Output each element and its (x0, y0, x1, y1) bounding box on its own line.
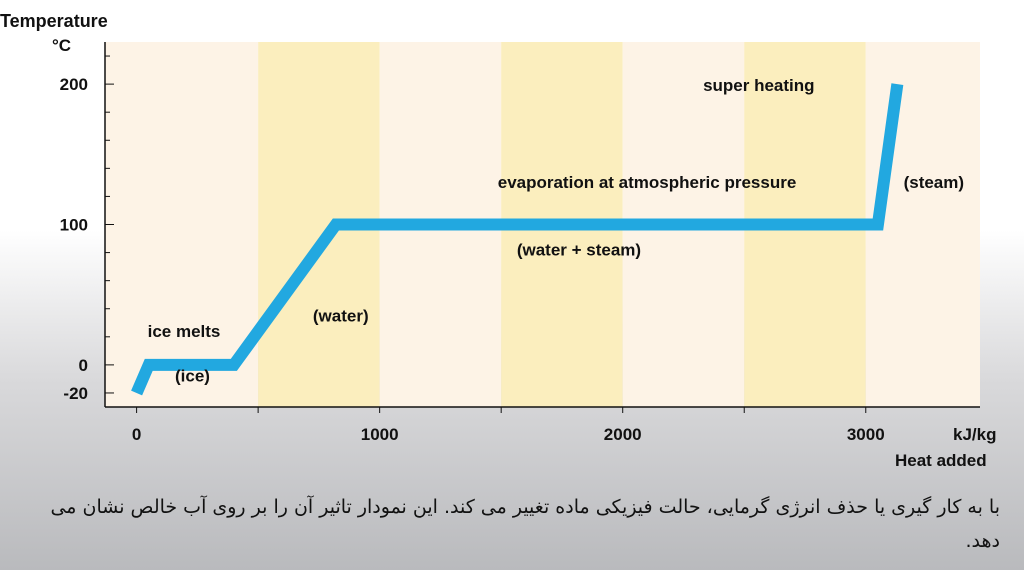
annotation-label: (ice) (175, 367, 210, 386)
y-tick-label: 100 (60, 216, 88, 235)
y-tick-label: -20 (63, 384, 88, 403)
x-tick-label: 3000 (847, 425, 885, 444)
background-band (865, 42, 980, 407)
axis-ticks (105, 55, 867, 413)
annotation-label: (steam) (904, 173, 964, 192)
y-tick-label: 200 (60, 75, 88, 94)
annotation-label: ice melts (148, 322, 221, 341)
annotation-label: evaporation at atmospheric pressure (498, 173, 797, 192)
x-tick-label: 2000 (604, 425, 642, 444)
annotation-label: super heating (703, 76, 814, 95)
y-axis-label: Temperature (0, 11, 108, 31)
annotation-label: (water + steam) (517, 240, 641, 259)
x-axis-unit: kJ/kg (953, 425, 996, 444)
x-tick-label: 0 (132, 425, 141, 444)
x-tick-label: 1000 (361, 425, 399, 444)
y-tick-label: 0 (79, 356, 88, 375)
x-axis-label: Heat added (895, 451, 987, 470)
caption-text: با به کار گیری یا حذف انرژی گرمایی، حالت… (50, 496, 1000, 552)
annotations: ice melts (ice) (water) evaporation at atmo… (148, 76, 964, 386)
background-band (105, 42, 259, 407)
annotation-label: (water) (313, 306, 369, 325)
y-axis-unit: °C (52, 36, 71, 55)
series-line-heating-curve (131, 83, 904, 396)
